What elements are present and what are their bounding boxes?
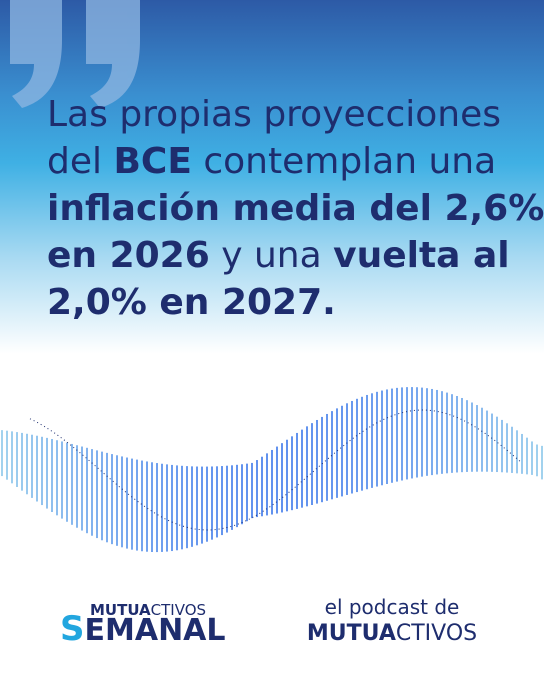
logo-text: EMANAL: [85, 613, 226, 648]
quote-line: en 2026 y una vuelta al: [47, 235, 510, 276]
logo-text: CTIVOS: [396, 621, 477, 646]
quote-segment: 2,0% en 2027.: [47, 282, 336, 323]
quote-segment: inflación media del 2,6%: [47, 188, 544, 229]
wave-dotted-line: [29, 409, 521, 531]
quote-segment: vuelta al: [333, 235, 510, 276]
logo-text: MUTUACTIVOS: [307, 621, 477, 646]
quote-segment: del: [47, 141, 113, 182]
logo-text: el podcast de: [325, 595, 460, 619]
quote-marks: [10, 0, 140, 108]
quote-line: Las propias proyecciones: [47, 94, 501, 135]
logo-left: MUTUACTIVOS SEMANAL: [60, 601, 226, 649]
logo-text: SEMANAL: [60, 609, 226, 649]
quote: Las propias proyecciones del BCE contempl…: [47, 94, 544, 323]
quote-segment: BCE: [113, 141, 191, 182]
quote-segment: y una: [210, 235, 333, 276]
sound-wave: [1, 387, 543, 553]
logo-right: el podcast de MUTUACTIVOS: [307, 595, 477, 646]
quote-line: 2,0% en 2027.: [47, 282, 336, 323]
logo-text: MUTUA: [307, 621, 396, 646]
quote-line: del BCE contemplan una: [47, 141, 496, 182]
logo-text: CTIVOS: [151, 601, 206, 619]
quote-segment: en 2026: [47, 235, 210, 276]
logo-text: S: [60, 609, 85, 649]
quote-line: inflación media del 2,6%: [47, 188, 544, 229]
logo-text: MUTUACTIVOS: [90, 601, 206, 619]
logo-text: MUTUA: [90, 601, 151, 619]
quote-segment: Las propias proyecciones: [47, 94, 501, 135]
quote-segment: contemplan una: [192, 141, 496, 182]
